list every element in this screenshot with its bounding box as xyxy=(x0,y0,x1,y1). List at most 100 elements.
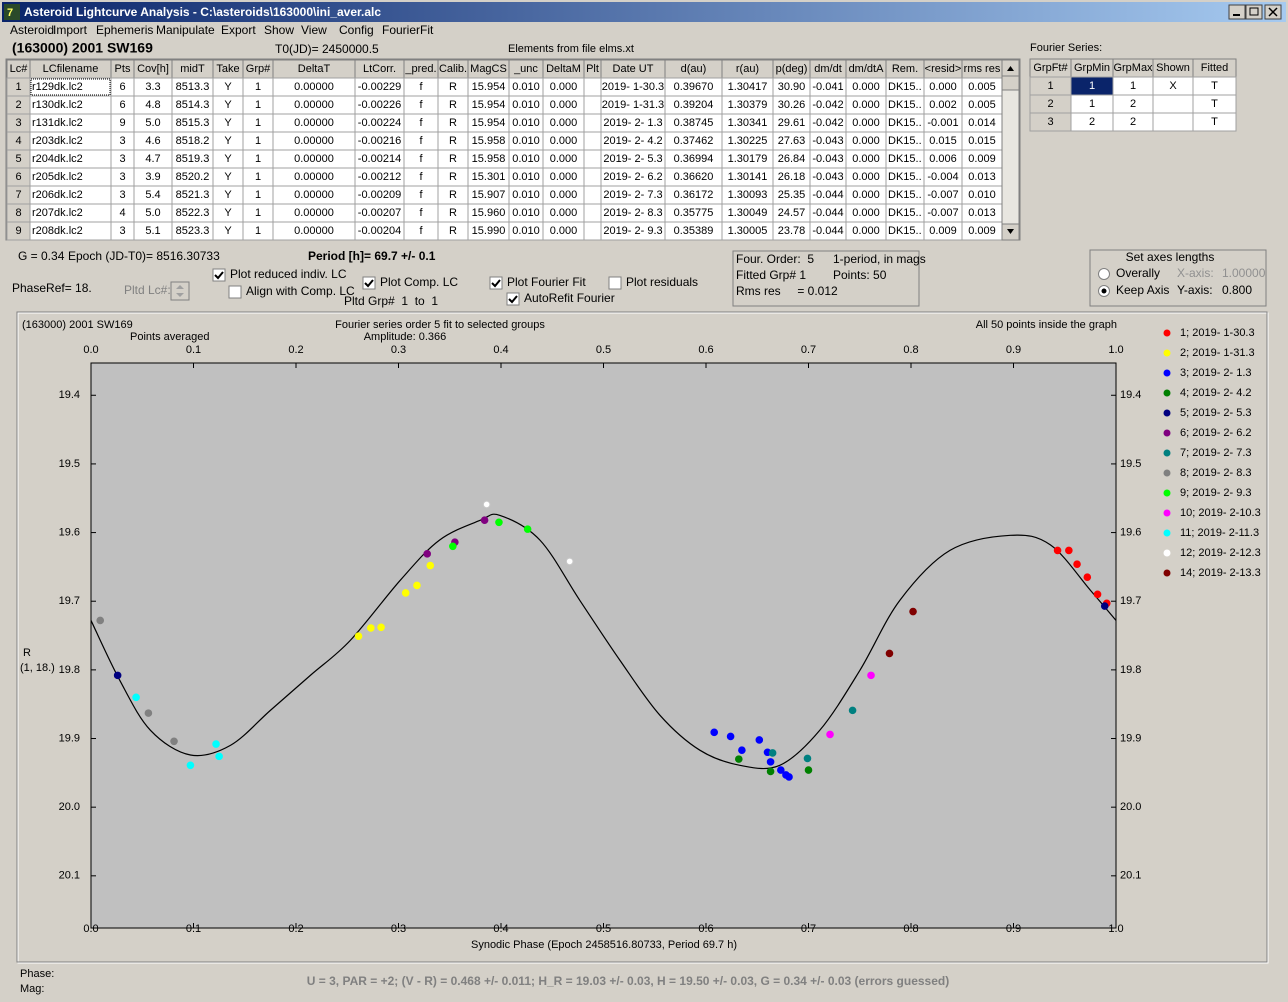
maximize-button[interactable] xyxy=(1245,4,1263,20)
legend-marker xyxy=(1163,529,1171,537)
x-top-tick-label: 0.3 xyxy=(391,344,406,356)
x-tick-label: 0.0 xyxy=(83,923,98,935)
menu-item[interactable]: Export xyxy=(221,23,256,37)
window-buttons[interactable] xyxy=(1228,4,1282,20)
cell-text: -0.042 xyxy=(812,99,843,111)
cell-text: 26.84 xyxy=(778,153,806,165)
fourier-cell-text: 1 xyxy=(1089,98,1095,110)
cell-text: DK15.. xyxy=(888,81,922,93)
checkbox[interactable] xyxy=(489,276,503,290)
table-cell[interactable] xyxy=(583,113,602,133)
cell-text: 0.000 xyxy=(550,171,578,183)
table-cell[interactable] xyxy=(583,149,602,169)
checkbox[interactable] xyxy=(362,276,376,290)
column-header: r(au) xyxy=(736,63,759,75)
menu-item[interactable]: Import xyxy=(53,23,88,37)
menu-item[interactable]: FourierFit xyxy=(382,23,434,37)
data-point xyxy=(96,616,105,625)
y-axis-title: (1, 18.) xyxy=(20,662,55,674)
table-cell[interactable] xyxy=(583,95,602,115)
checkbox-check xyxy=(491,279,501,288)
cell-text: 0.009 xyxy=(968,153,996,165)
y-right-tick-label: 19.4 xyxy=(1120,389,1141,401)
cell-text: 4.7 xyxy=(145,153,160,165)
table-cell[interactable] xyxy=(583,203,602,223)
cell-text: -0.043 xyxy=(812,135,843,147)
cell-text: 0.010 xyxy=(512,117,540,129)
cell-text: 1.30225 xyxy=(728,135,768,147)
table-cell[interactable] xyxy=(583,221,602,241)
cell-text: DK15.. xyxy=(888,225,922,237)
table-cell[interactable] xyxy=(583,167,602,187)
data-point xyxy=(738,746,746,754)
y-tick-label: 20.0 xyxy=(59,801,80,813)
scroll-thumb[interactable] xyxy=(1001,75,1020,91)
cell-text: Y xyxy=(224,153,232,165)
menu-item[interactable]: View xyxy=(301,23,327,37)
cell-text: 0.000 xyxy=(852,171,880,183)
fourier-cell-text: 2 xyxy=(1130,98,1136,110)
data-point xyxy=(423,550,432,558)
menu-item[interactable]: Show xyxy=(264,23,294,37)
cell-text: 3 xyxy=(119,189,125,201)
minimize-button[interactable] xyxy=(1228,4,1246,20)
cell-text: -0.00212 xyxy=(358,171,401,183)
data-point xyxy=(826,730,834,739)
cell-text: r207dk.lc2 xyxy=(32,207,83,219)
menu-item[interactable]: Ephemeris xyxy=(96,23,153,37)
fourier-cell[interactable] xyxy=(1152,94,1194,114)
menu-item[interactable]: Asteroid xyxy=(10,23,54,37)
info-order: Four. Order: 5 xyxy=(736,252,814,266)
cell-text: 0.010 xyxy=(512,189,540,201)
cell-text: R xyxy=(449,135,457,147)
cell-text: 0.37462 xyxy=(674,135,714,147)
fourier-cell[interactable] xyxy=(1192,112,1237,132)
cell-text: 2019- 2- 6.2 xyxy=(603,171,662,183)
x-tick-label: 0.9 xyxy=(1006,923,1021,935)
column-header: p(deg) xyxy=(776,63,808,75)
y-right-tick-label: 19.9 xyxy=(1120,732,1141,744)
fourier-cell-text: T xyxy=(1211,80,1218,92)
y-tick-label: 19.7 xyxy=(59,595,80,607)
cell-text: DK15.. xyxy=(888,207,922,219)
checkbox-check xyxy=(214,271,224,280)
radio-button[interactable] xyxy=(1098,268,1110,280)
cell-text: Y xyxy=(224,171,232,183)
cell-text: r206dk.lc2 xyxy=(32,189,83,201)
legend-label: 8; 2019- 2- 8.3 xyxy=(1180,467,1252,479)
menu-item[interactable]: Config xyxy=(339,23,374,37)
data-point xyxy=(401,589,410,597)
data-point xyxy=(170,737,178,746)
cell-text: R xyxy=(449,207,457,219)
table-cell[interactable] xyxy=(583,185,602,205)
fourier-cell[interactable] xyxy=(1152,112,1194,132)
pltd-lc-spinner[interactable] xyxy=(170,281,190,301)
cell-text: 1 xyxy=(15,81,21,93)
pltd-grp: Pltd Grp# 1 to 1 xyxy=(344,294,438,308)
cell-text: DK15.. xyxy=(888,189,922,201)
x-tick-label: 0.6 xyxy=(698,923,713,935)
checkbox-label: AutoRefit Fourier xyxy=(524,291,615,305)
table-cell[interactable] xyxy=(583,131,602,151)
menu-item[interactable]: Manipulate xyxy=(156,23,215,37)
checkbox[interactable] xyxy=(228,285,242,299)
cell-text: Y xyxy=(224,81,232,93)
cell-text: 1.30379 xyxy=(728,99,768,111)
checkbox[interactable] xyxy=(506,292,520,306)
cell-text: 0.35775 xyxy=(674,207,714,219)
cell-text: 4.6 xyxy=(145,135,160,147)
elements-label: Elements from file elms.xt xyxy=(508,43,634,55)
data-point xyxy=(726,732,735,741)
table-cell[interactable] xyxy=(583,77,602,97)
cell-text: r129dk.lc2 xyxy=(32,81,83,93)
cell-text: 0.36994 xyxy=(674,153,714,165)
cell-text: 3.3 xyxy=(145,81,160,93)
cell-text: 0.000 xyxy=(550,99,578,111)
checkbox[interactable] xyxy=(608,276,622,290)
cell-text: 0.010 xyxy=(512,225,540,237)
cell-text: DK15.. xyxy=(888,171,922,183)
cell-text: -0.041 xyxy=(812,81,843,93)
cell-text: 5.1 xyxy=(145,225,160,237)
fourier-column-header: GrpMin xyxy=(1074,62,1110,74)
checkbox[interactable] xyxy=(212,268,226,282)
